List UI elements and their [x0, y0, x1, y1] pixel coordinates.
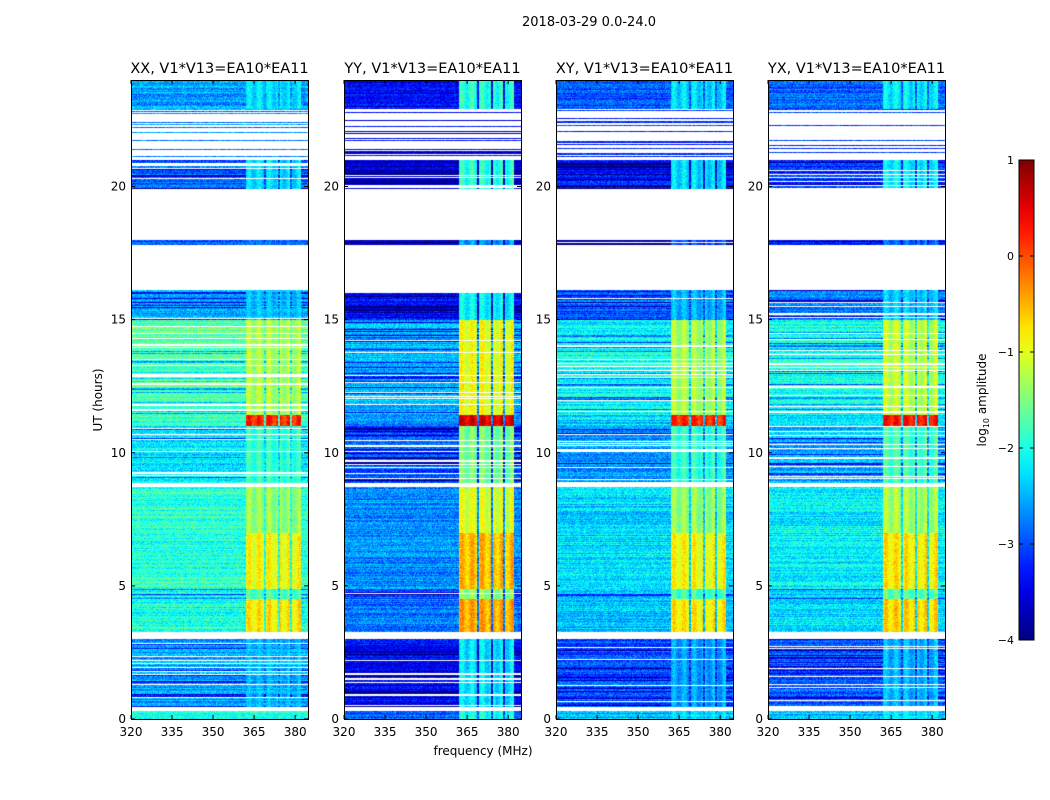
y-tick-label: 20 — [536, 180, 551, 194]
y-tick-label: 15 — [111, 313, 126, 327]
panel-frame-0 — [131, 80, 309, 720]
y-tick-label: 0 — [755, 712, 763, 726]
panel-title: YX, V1*V13=EA10*EA11 — [767, 61, 945, 77]
x-axis-label: frequency (MHz) — [433, 744, 532, 758]
x-tick-label: 380 — [284, 725, 307, 739]
colorbar-tick-label: −2 — [998, 442, 1014, 455]
panel-frame-2 — [556, 80, 734, 720]
colorbar-tick-label: 0 — [1007, 250, 1014, 263]
y-tick-label: 15 — [536, 313, 551, 327]
x-tick-label: 335 — [161, 725, 184, 739]
x-tick-label: 365 — [243, 725, 266, 739]
figure-title: 2018-03-29 0.0-24.0 — [522, 15, 656, 30]
y-tick-label: 5 — [331, 579, 339, 593]
x-tick-label: 365 — [456, 725, 479, 739]
y-tick-label: 20 — [111, 180, 126, 194]
x-tick-label: 335 — [798, 725, 821, 739]
x-tick-label: 350 — [415, 725, 438, 739]
y-tick-label: 5 — [543, 579, 551, 593]
colorbar — [1018, 159, 1035, 641]
y-tick-label: 20 — [324, 180, 339, 194]
x-tick-label: 380 — [921, 725, 944, 739]
y-tick-label: 15 — [324, 313, 339, 327]
x-tick-label: 350 — [202, 725, 225, 739]
x-tick-label: 365 — [668, 725, 691, 739]
colorbar-tick-label: −1 — [998, 346, 1014, 359]
y-tick-label: 0 — [118, 712, 126, 726]
x-tick-label: 350 — [627, 725, 650, 739]
y-axis-label: UT (hours) — [91, 368, 105, 431]
panel-title: XY, V1*V13=EA10*EA11 — [556, 61, 733, 77]
y-tick-label: 15 — [748, 313, 763, 327]
colorbar-tick-label: −4 — [998, 634, 1014, 647]
heatmap-panel-1 — [344, 80, 521, 719]
x-tick-label: 320 — [333, 725, 356, 739]
colorbar-tick-label: 1 — [1007, 154, 1014, 167]
x-tick-label: 380 — [497, 725, 520, 739]
panel-title: XX, V1*V13=EA10*EA11 — [130, 61, 308, 77]
x-tick-label: 320 — [545, 725, 568, 739]
x-tick-label: 335 — [586, 725, 609, 739]
x-tick-label: 320 — [120, 725, 143, 739]
heatmap-panel-3 — [768, 80, 945, 719]
panel-frame-3 — [768, 80, 946, 720]
heatmap-panel-0 — [131, 80, 308, 719]
y-tick-label: 0 — [331, 712, 339, 726]
y-tick-label: 0 — [543, 712, 551, 726]
y-tick-label: 10 — [111, 446, 126, 460]
colorbar-label-label_sub: 10 — [982, 418, 991, 428]
x-tick-label: 350 — [839, 725, 862, 739]
y-tick-label: 10 — [324, 446, 339, 460]
x-tick-label: 365 — [880, 725, 903, 739]
heatmap-panel-2 — [556, 80, 733, 719]
y-tick-label: 20 — [748, 180, 763, 194]
panel-title: YY, V1*V13=EA10*EA11 — [343, 61, 520, 77]
x-tick-label: 380 — [709, 725, 732, 739]
colorbar-label-label_main: log — [975, 428, 989, 446]
y-tick-label: 5 — [755, 579, 763, 593]
colorbar-tick-label: −3 — [998, 538, 1014, 551]
y-tick-label: 10 — [536, 446, 551, 460]
colorbar-label-label_rest: amplitude — [975, 354, 989, 418]
panel-frame-1 — [344, 80, 522, 720]
x-tick-label: 320 — [757, 725, 780, 739]
y-tick-label: 5 — [118, 579, 126, 593]
y-tick-label: 10 — [748, 446, 763, 460]
x-tick-label: 335 — [374, 725, 397, 739]
colorbar-label: log10 amplitude — [975, 354, 991, 447]
